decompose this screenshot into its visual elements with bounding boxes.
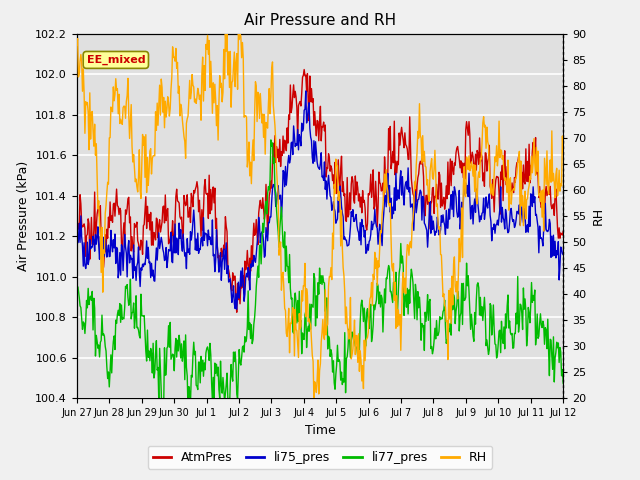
- Y-axis label: Air Pressure (kPa): Air Pressure (kPa): [17, 161, 29, 271]
- Title: Air Pressure and RH: Air Pressure and RH: [244, 13, 396, 28]
- Y-axis label: RH: RH: [592, 207, 605, 225]
- Legend: AtmPres, li75_pres, li77_pres, RH: AtmPres, li75_pres, li77_pres, RH: [148, 446, 492, 469]
- Text: EE_mixed: EE_mixed: [86, 55, 145, 65]
- X-axis label: Time: Time: [305, 424, 335, 437]
